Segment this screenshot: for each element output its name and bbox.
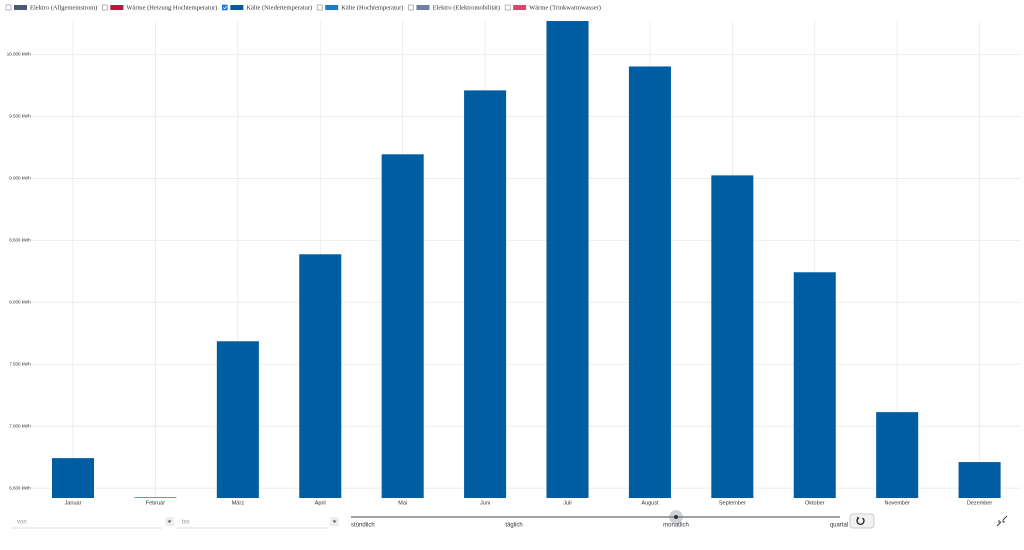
legend-label[interactable]: Elektro (Elektromobilität)	[432, 4, 500, 11]
slider-thumb[interactable]	[674, 515, 678, 519]
x-tick-label: November	[884, 500, 910, 506]
legend-swatch	[416, 5, 430, 10]
bar	[216, 341, 259, 498]
legend-swatch	[513, 5, 527, 10]
legend-label[interactable]: Elektro (Allgemeinstrom)	[30, 4, 97, 11]
controls: von bis stündlich täglich monatlich quartal	[12, 510, 1008, 529]
check-mark	[223, 5, 227, 10]
x-tick-label: September	[719, 500, 746, 506]
y-tick-label: 8.500 kWh	[9, 237, 31, 242]
x-tick-label: Februar	[146, 500, 165, 506]
bar	[51, 458, 95, 498]
legend-checkbox[interactable]	[316, 4, 323, 11]
from-input[interactable]	[12, 516, 174, 528]
legend-label[interactable]: Kälte (Hochtemperatur)	[341, 4, 403, 11]
slider-option[interactable]: täglich	[505, 523, 522, 529]
bar	[876, 412, 919, 498]
x-tick-label: Juli	[563, 500, 571, 506]
y-tick-label: 7.000 kWh	[9, 423, 31, 428]
legend-label[interactable]: Kälte (Niedertemperatur)	[246, 4, 312, 11]
reset-icon	[856, 517, 865, 526]
bar	[546, 21, 589, 498]
y-tick-label: 9.500 kWh	[9, 114, 31, 119]
legend-swatch	[110, 5, 124, 10]
legend-checkbox[interactable]	[504, 4, 511, 11]
x-tick-label: April	[315, 500, 326, 506]
legend-label[interactable]: Wärme (Trinkwarmwasser)	[529, 4, 601, 11]
y-tick-label: 6.500 kWh	[9, 485, 31, 490]
legend-swatch	[230, 5, 244, 10]
x-tick-label: Mai	[398, 500, 407, 506]
legend-checkbox[interactable]	[102, 4, 108, 11]
x-tick-label: August	[641, 500, 659, 506]
bar	[711, 175, 754, 498]
bar	[381, 154, 424, 499]
collapse-icon[interactable]	[996, 515, 1008, 527]
y-tick-label: 8.000 kWh	[9, 299, 31, 304]
x-tick-label: März	[232, 500, 244, 506]
x-tick-label: Juni	[480, 500, 490, 506]
legend-label[interactable]: Wärme (Heizung Hochtemperatur)	[126, 4, 217, 11]
slider-option[interactable]: quartal	[830, 523, 848, 529]
legend: Elektro (Allgemeinstrom) Wärme (Heizung H…	[5, 4, 601, 11]
bar	[628, 66, 671, 498]
bar	[299, 254, 342, 498]
slider-option[interactable]: stündlich	[351, 523, 375, 529]
from-placeholder: von	[17, 520, 27, 526]
dropdown-icon	[332, 520, 337, 523]
to-placeholder: bis	[182, 520, 190, 526]
to-input[interactable]	[177, 516, 339, 528]
x-tick-label: Dezember	[967, 500, 993, 506]
dropdown-icon	[167, 520, 172, 523]
slider-option[interactable]: monatlich	[663, 523, 689, 529]
legend-checkbox[interactable]	[222, 4, 228, 11]
legend-swatch	[325, 5, 339, 10]
x-tick-label: Januar	[65, 500, 82, 506]
y-tick-label: 7.500 kWh	[9, 361, 31, 366]
bar	[134, 497, 177, 498]
bar	[793, 272, 836, 498]
plot: 6.500 kWh 7.000 kWh 7.500 kWh 8.000 kWh 8.50…	[7, 21, 1021, 506]
slider[interactable]: stündlich täglich monatlich quartal	[351, 510, 848, 529]
legend-checkbox[interactable]	[408, 4, 414, 11]
legend-swatch	[14, 5, 27, 10]
bar	[958, 462, 1001, 498]
legend-checkbox[interactable]	[5, 4, 12, 11]
x-tick-label: Oktober	[805, 500, 825, 506]
reset-icon-arrow	[857, 516, 860, 520]
y-tick-label: 9.000 kWh	[9, 176, 31, 181]
bar	[464, 90, 507, 498]
reset-button[interactable]	[849, 513, 875, 529]
y-tick-label: 10.000 kWh	[7, 52, 32, 57]
